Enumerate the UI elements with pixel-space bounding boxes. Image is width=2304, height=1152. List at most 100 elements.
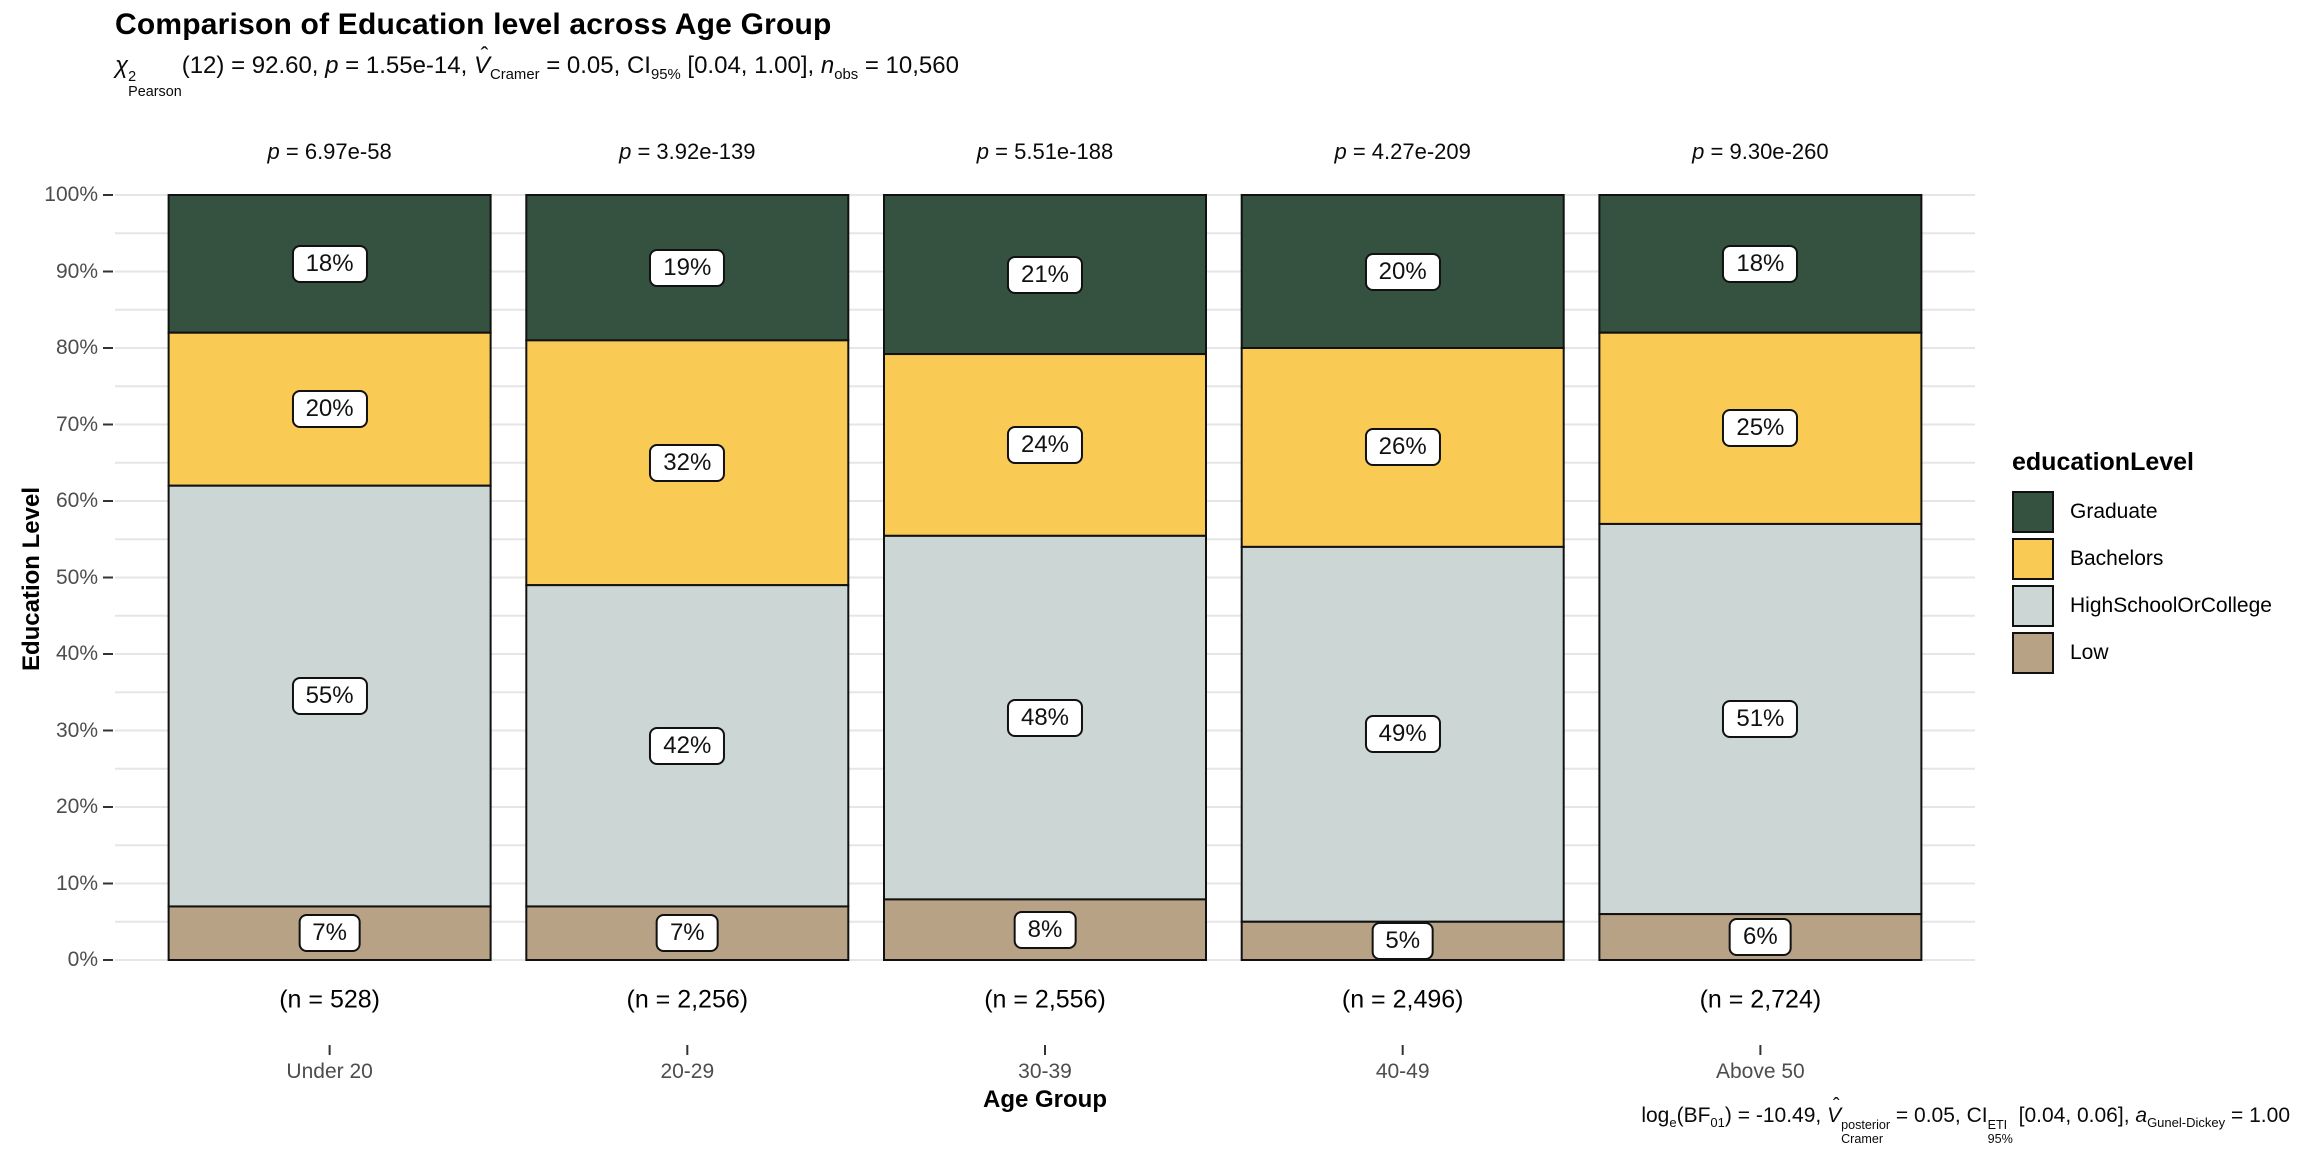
percent-label: 6% [1729,918,1792,957]
y-tick-label: 0% [67,948,98,971]
legend-swatch [2012,491,2054,533]
legend-item: Low [2012,632,2272,674]
y-tick-label: 20% [55,795,98,818]
percent-label: 5% [1371,921,1435,960]
percent-label: 7% [655,914,719,953]
p-value: = 1.55e-14, [338,52,474,79]
legend-items: Graduate Bachelors HighSchoolOrCollege Low [2012,491,2272,674]
legend-item-label: Graduate [2070,500,2158,523]
p-symbol: p [619,139,632,164]
percent-label: 21% [1006,255,1084,294]
percent-label: 20% [1364,252,1441,291]
legend-swatch [2012,585,2054,627]
percent-label: 8% [1013,910,1077,949]
percent-label: 25% [1722,409,1799,448]
p-value-label: p = 3.92e-139 [619,139,756,164]
legend: educationLevel Graduate Bachelors HighScho… [2012,448,2272,679]
bf-sub: 01 [1710,1115,1725,1131]
y-tick-label: 90% [55,259,98,283]
v-supsub: posterior Cramer [1841,1117,1891,1146]
legend-swatch [2012,632,2054,674]
x-tick-label: 40-49 [1375,1060,1430,1083]
percent-label: 32% [649,443,726,482]
bf-close: ) [1724,1104,1732,1127]
legend-item: Graduate [2012,491,2272,533]
v-value: = 0.05, [1890,1104,1967,1127]
percent-label: 7% [298,914,361,953]
n-sub: obs [834,66,859,83]
chi-supsub: 2 Pearson [128,68,182,101]
y-tick-label: 50% [55,565,98,589]
a-value: = 1.00 [2225,1104,2290,1127]
legend-item-label: HighSchoolOrCollege [2070,594,2272,617]
x-tick-label: Under 20 [286,1060,373,1083]
percent-label: 49% [1364,715,1441,754]
legend-item-label: Bachelors [2070,547,2164,570]
legend-title: educationLevel [2012,448,2194,476]
y-tick-label: 30% [55,718,98,742]
ci-symbol: CI [1966,1104,1988,1127]
legend-item-label: Low [2070,641,2109,664]
chi-symbol: χ [115,52,129,79]
chart-title: Comparison of Education level across Age… [115,8,832,41]
y-tick-label: 100% [44,183,98,206]
p-value-label: p = 6.97e-58 [267,139,392,164]
p-value-label: p = 4.27e-209 [1334,139,1471,164]
n-label: (n = 2,256) [626,985,749,1014]
x-axis-title: Age Group [983,1086,1107,1113]
p-symbol: p [976,139,990,164]
bf-value: = -10.49, [1731,1104,1828,1127]
percent-label: 48% [1006,698,1084,737]
log-sub: e [1669,1115,1677,1131]
bf-open: (BF [1676,1104,1711,1127]
ci-symbol: CI [626,52,651,79]
y-tick-label: 80% [55,336,98,359]
percent-label: 42% [649,726,726,765]
ci-sub: 95% [650,66,681,83]
n-label: (n = 2,724) [1699,985,1822,1014]
percent-label: 19% [649,248,726,287]
ci-value: [0.04, 1.00], [680,52,821,79]
ci-supsub: ETI 95% [1987,1117,2013,1146]
p-value-label: p = 9.30e-260 [1692,139,1829,164]
percent-label: 24% [1006,425,1084,464]
p-symbol: p [1334,139,1347,164]
x-tick-label: Above 50 [1716,1060,1805,1083]
n-label: (n = 2,496) [1341,985,1464,1014]
n-symbol: n [820,52,835,79]
v-value: = 0.05, [539,52,627,79]
y-tick-label: 70% [55,412,98,436]
p-symbol: p [325,52,339,79]
v-sub: Cramer [489,66,540,83]
chi-stat: (12) = 92.60, [181,52,326,79]
a-symbol: a [2135,1104,2148,1127]
chart-subtitle: χ 2 Pearson (12) = 92.60, p = 1.55e-14, ˆ VC… [115,41,959,101]
legend-swatch [2012,538,2054,580]
n-label: (n = 528) [279,985,380,1014]
legend-item: Bachelors [2012,538,2272,580]
y-tick-label: 60% [55,489,98,512]
percent-label: 20% [291,390,368,429]
x-tick-label: 30-39 [1018,1060,1072,1083]
ci-value: [0.04, 0.06], [2012,1104,2136,1127]
p-value-label: p = 5.51e-188 [976,139,1114,164]
percent-label: 18% [1722,244,1799,283]
p-symbol: p [267,139,280,164]
y-tick-label: 40% [55,642,98,665]
p-symbol: p [1692,139,1705,164]
legend-item: HighSchoolOrCollege [2012,585,2272,627]
percent-label: 55% [291,677,368,716]
n-value: = 10,560 [858,52,959,79]
log-symbol: log [1641,1104,1670,1127]
n-label: (n = 2,556) [984,985,1106,1014]
percent-label: 26% [1364,428,1441,467]
x-tick-label: 20-29 [660,1060,715,1083]
a-sub: Gunel-Dickey [2147,1115,2226,1131]
y-tick-label: 10% [55,871,98,895]
percent-label: 18% [291,244,368,283]
